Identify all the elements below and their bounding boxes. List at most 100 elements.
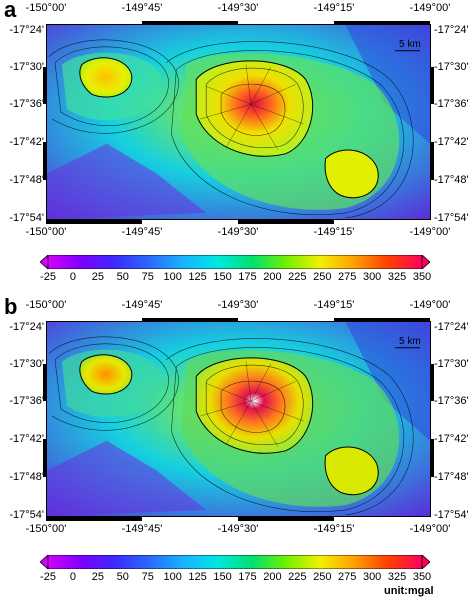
lat-tick-left: -17°24': [9, 24, 44, 36]
tahiti-iti: [324, 149, 379, 199]
lat-tick-right: -17°54': [434, 212, 469, 224]
colorbar-tick-label: 125: [188, 571, 207, 583]
colorbar-tick-label: 300: [362, 571, 382, 583]
colorbar-tick-label: 175: [238, 571, 257, 583]
scale-label: 5 km: [399, 336, 421, 347]
frame-bar-right: [430, 439, 434, 477]
lon-tick-bottom: -149°00': [409, 523, 451, 535]
colorbar-tick-label: -25: [40, 271, 56, 283]
colorbar-tick-label: 350: [412, 571, 432, 583]
tahiti-iti: [324, 446, 379, 496]
lon-tick-bottom: -149°15': [313, 523, 355, 535]
colorbar-tick-label: 275: [338, 571, 357, 583]
lat-tick-right: -17°24': [434, 321, 469, 333]
lon-tick-bottom: -149°45': [121, 226, 163, 238]
frame-bar-bottom: [46, 219, 142, 224]
lon-tick-top: -150°00': [25, 299, 67, 311]
colorbar-tick-label: 250: [313, 571, 332, 583]
lat-tick-right: -17°42': [434, 136, 469, 148]
colorbar-tick-label: 100: [163, 271, 182, 283]
lon-tick-top: -149°15': [313, 299, 355, 311]
colorbar-tick-label: 75: [141, 271, 154, 283]
colorbar-tick-label: 350: [412, 271, 432, 283]
colorbar-tick-label: 225: [288, 271, 307, 283]
frame-bar-left: [43, 142, 47, 180]
frame-bar-bottom: [46, 516, 142, 521]
colorbar-tick-label: 175: [238, 271, 257, 283]
lat-tick-left: -17°36': [9, 98, 44, 110]
colorbar-tick-label: 150: [213, 571, 232, 583]
lon-tick-top: -150°00': [25, 2, 67, 14]
colorbar-tick-label: 275: [338, 271, 357, 283]
panel-b: b -150°00' -149°45' -149°30' -149°15' -1…: [0, 294, 474, 597]
frame-bar-left: [43, 67, 47, 104]
lat-tick-right: -17°30': [434, 61, 469, 73]
lon-tick-top: -149°30': [217, 299, 259, 311]
lat-tick-left: -17°48': [9, 471, 44, 483]
lat-tick-left: -17°48': [9, 174, 44, 186]
lon-tick-top: -149°30': [217, 2, 259, 14]
lat-tick-left: -17°42': [9, 136, 44, 148]
lon-tick-top: -149°15': [313, 2, 355, 14]
lat-tick-left: -17°54': [9, 212, 44, 224]
ridge-lines: [200, 361, 304, 447]
lon-tick-top: -149°45': [121, 299, 163, 311]
frame-bar-right: [430, 364, 434, 401]
lat-tick-left: -17°54': [9, 509, 44, 521]
colorbar-svg: [39, 554, 431, 570]
lat-tick-left: -17°36': [9, 395, 44, 407]
tahiti-nui: [195, 60, 314, 157]
deep-basin: [345, 322, 430, 441]
colorbar-tick-label: 325: [387, 571, 407, 583]
frame-bar-top: [334, 318, 430, 322]
colorbar-tick-label: 200: [263, 571, 282, 583]
lon-tick-bottom: -149°30': [217, 523, 259, 535]
tahiti-nui: [195, 357, 314, 454]
colorbar-tick-label: 50: [116, 271, 129, 283]
frame-bar-left: [43, 439, 47, 477]
lon-tick-top: -149°00': [409, 2, 451, 14]
lon-tick-top: -149°45': [121, 2, 163, 14]
scale-label: 5 km: [399, 39, 421, 50]
panel-a: a -150°00' -149°45' -149°30' -149°15' -1…: [0, 0, 474, 300]
frame-bar-top: [142, 21, 238, 25]
lat-tick-right: -17°48': [434, 471, 469, 483]
lon-tick-top: -149°00': [409, 299, 451, 311]
panel-letter: a: [4, 0, 17, 22]
lat-tick-right: -17°48': [434, 174, 469, 186]
colorbar-tick-label: 300: [362, 271, 382, 283]
lon-tick-bottom: -149°45': [121, 523, 163, 535]
lat-tick-right: -17°42': [434, 433, 469, 445]
ridge-lines: [200, 64, 304, 150]
lat-tick-right: -17°30': [434, 358, 469, 370]
colorbar-tick-label: 100: [163, 571, 182, 583]
colorbar-svg: [39, 254, 431, 270]
lat-tick-left: -17°30': [9, 61, 44, 73]
colorbar-tick-label: -25: [40, 571, 56, 583]
gravity-map-svg: [47, 25, 430, 219]
lon-tick-bottom: -150°00': [25, 523, 67, 535]
contours: [48, 39, 414, 219]
gravity-map: 5 km: [46, 321, 431, 517]
lon-tick-bottom: -149°30': [217, 226, 259, 238]
colorbar-tick-label: 25: [91, 571, 104, 583]
deep-basin: [47, 143, 207, 219]
panel-letter: b: [4, 294, 18, 319]
deep-basin: [345, 25, 430, 144]
moorea: [79, 354, 133, 395]
frame-bar-bottom: [238, 219, 334, 224]
lat-tick-right: -17°36': [434, 395, 469, 407]
frame-bar-right: [430, 67, 434, 104]
colorbar-tick-label: 150: [213, 271, 232, 283]
colorbar-tick-label: 75: [141, 571, 154, 583]
contours: [48, 336, 414, 516]
lat-tick-right: -17°24': [434, 24, 469, 36]
colorbar-tick-label: 325: [387, 271, 407, 283]
moorea: [79, 57, 133, 98]
deep-basin: [47, 440, 207, 516]
colorbar-tick-label: 225: [288, 571, 307, 583]
gravity-map-svg: [47, 322, 430, 516]
gravity-map: 5 km: [46, 24, 431, 220]
unit-label: unit:mgal: [384, 585, 434, 597]
colorbar-tick-label: 125: [188, 271, 207, 283]
